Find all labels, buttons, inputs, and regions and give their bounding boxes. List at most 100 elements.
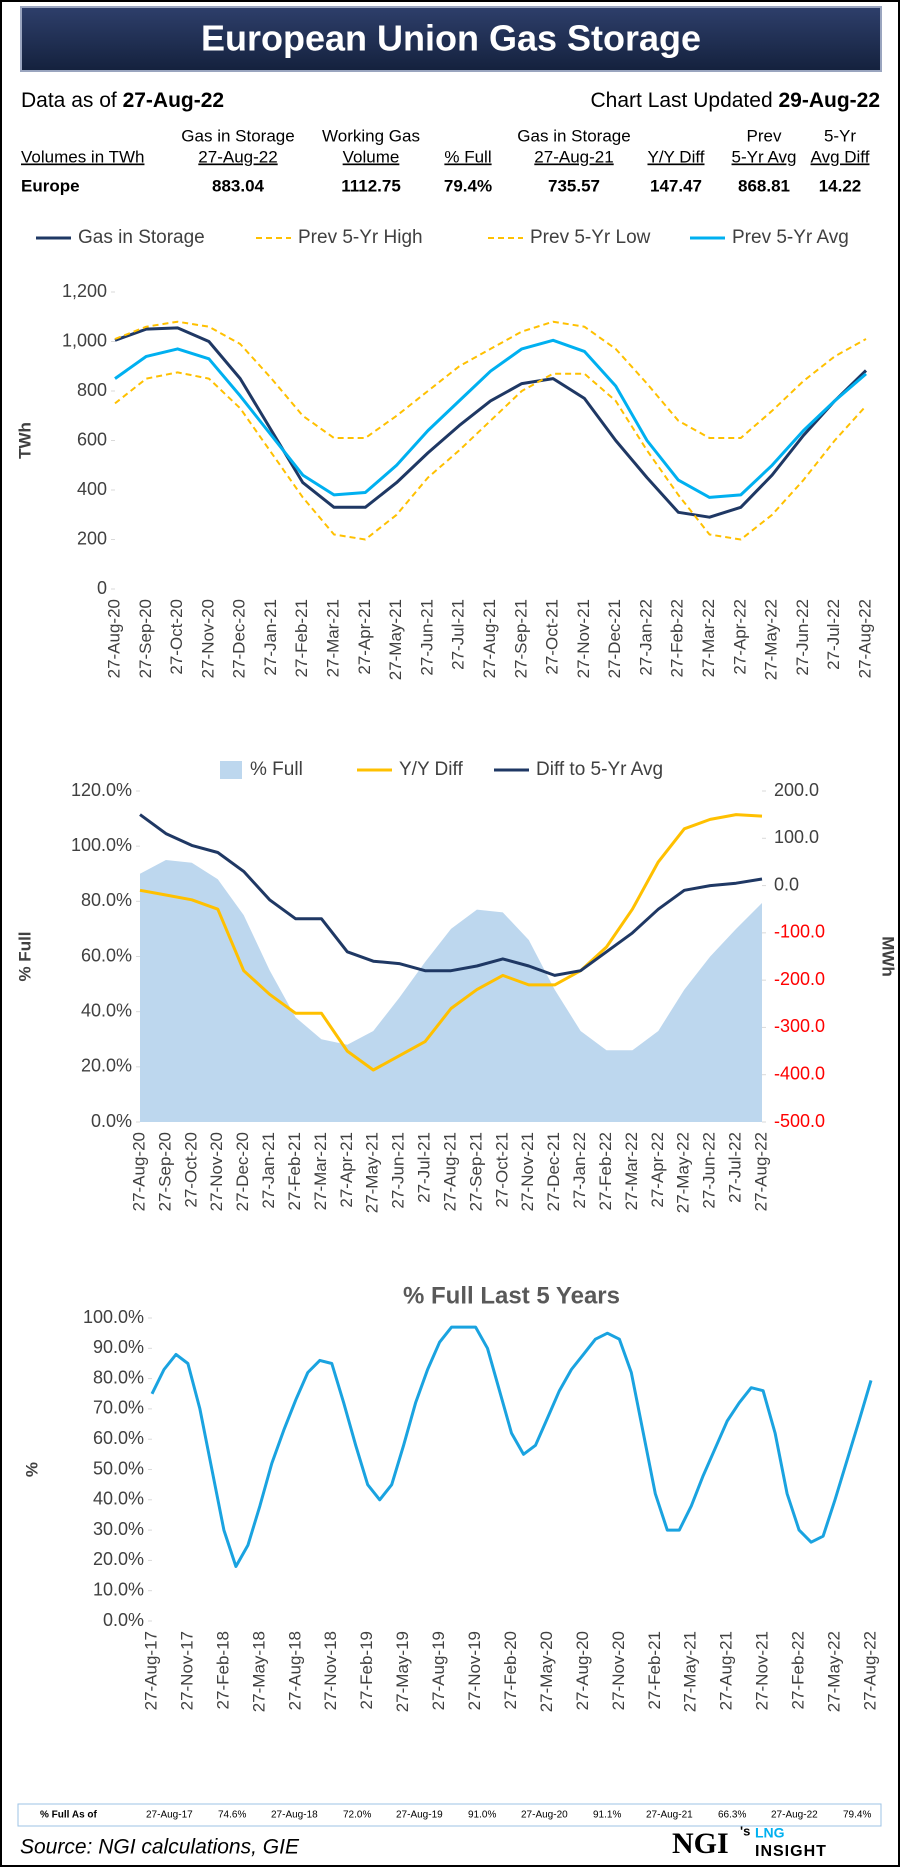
- series-line: [114, 320, 867, 439]
- x-tick-label: 27-Feb-20: [501, 1631, 520, 1709]
- series-line: [139, 813, 763, 977]
- table-cell: 868.81: [738, 176, 790, 195]
- chart-title: % Full Last 5 Years: [403, 1282, 620, 1309]
- x-tick-label: 27-Jul-22: [726, 1132, 745, 1203]
- y-tick-label: 0.0%: [103, 1610, 144, 1630]
- as-of-date: 27-Aug-22: [123, 89, 225, 112]
- y-tick-label: 40.0%: [93, 1489, 144, 1509]
- x-tick-label: 27-May-22: [674, 1132, 693, 1213]
- x-tick-label: 27-Feb-22: [596, 1132, 615, 1210]
- y-tick-label: 60.0%: [93, 1428, 144, 1448]
- footer-value: 91.0%: [468, 1810, 496, 1821]
- y-axis-label: %: [22, 1462, 41, 1477]
- table-header: Prev: [747, 126, 782, 145]
- legend-label: Prev 5-Yr Low: [530, 227, 651, 248]
- x-tick-label: 27-Oct-20: [181, 1132, 200, 1208]
- x-tick-label: 27-Apr-22: [648, 1132, 667, 1208]
- y-tick-label: 90.0%: [93, 1337, 144, 1357]
- as-of-line: Data as of 27-Aug-22: [21, 89, 224, 112]
- x-tick-label: 27-May-18: [249, 1631, 268, 1712]
- table-header: Y/Y Diff: [647, 147, 704, 166]
- x-tick-label: 27-Aug-20: [129, 1132, 148, 1211]
- x-tick-label: 27-Nov-19: [465, 1631, 484, 1710]
- y2-tick-label: -100.0: [774, 922, 825, 942]
- x-tick-label: 27-Nov-17: [177, 1631, 196, 1710]
- x-tick-label: 27-Aug-19: [429, 1631, 448, 1710]
- x-tick-label: 27-May-21: [681, 1631, 700, 1712]
- legend-label: Prev 5-Yr Avg: [732, 227, 849, 248]
- y-tick-label: 120.0%: [71, 780, 132, 800]
- table-cell: 147.47: [650, 176, 702, 195]
- x-tick-label: 27-Aug-18: [285, 1631, 304, 1710]
- x-tick-label: 27-May-20: [537, 1631, 556, 1712]
- footer-date: 27-Aug-17: [146, 1810, 193, 1821]
- page-title: European Union Gas Storage: [201, 18, 701, 59]
- table-cell: Europe: [21, 176, 80, 195]
- table-header: Working Gas: [322, 126, 420, 145]
- x-tick-label: 27-Sep-20: [136, 599, 155, 678]
- y-tick-label: 10.0%: [93, 1579, 144, 1599]
- legend-label: Diff to 5-Yr Avg: [536, 759, 663, 780]
- x-tick-label: 27-Jan-22: [570, 1132, 589, 1209]
- x-tick-label: 27-Nov-21: [574, 599, 593, 678]
- x-tick-label: 27-Aug-21: [440, 1132, 459, 1211]
- x-tick-label: 27-Nov-21: [753, 1631, 772, 1710]
- source: Source: NGI calculations, GIE: [20, 1836, 300, 1859]
- table-header: 27-Aug-22: [198, 147, 277, 166]
- series-line: [114, 326, 868, 519]
- x-tick-label: 27-Apr-21: [355, 599, 374, 675]
- y-tick-label: 100.0%: [83, 1307, 144, 1327]
- y2-tick-label: 100.0: [774, 827, 819, 847]
- x-tick-label: 27-Sep-21: [511, 599, 530, 678]
- x-tick-label: 27-Aug-21: [717, 1631, 736, 1710]
- x-tick-label: 27-Nov-18: [321, 1631, 340, 1710]
- x-tick-label: 27-Apr-21: [337, 1132, 356, 1208]
- y-axis-label: % Full: [15, 931, 34, 981]
- y-tick-label: 80.0%: [93, 1367, 144, 1387]
- y-tick-label: 0.0%: [91, 1111, 132, 1131]
- x-tick-label: 27-Feb-22: [789, 1631, 808, 1709]
- y2-tick-label: -500.0: [774, 1111, 825, 1131]
- y-tick-label: 400: [77, 479, 107, 499]
- y-tick-label: 70.0%: [93, 1398, 144, 1418]
- table-cell: 79.4%: [444, 176, 492, 195]
- logo-brand: NGI: [672, 1827, 729, 1860]
- x-tick-label: 27-Sep-20: [155, 1132, 174, 1211]
- legend-label: Prev 5-Yr High: [298, 227, 423, 248]
- y-tick-label: 40.0%: [81, 1000, 132, 1020]
- y-tick-label: 1,000: [62, 330, 107, 350]
- y-tick-label: 0: [97, 578, 107, 598]
- x-tick-label: 27-Mar-21: [311, 1132, 330, 1210]
- x-tick-label: 27-Nov-20: [207, 1132, 226, 1211]
- x-tick-label: 27-Feb-18: [213, 1631, 232, 1709]
- x-tick-label: 27-Dec-21: [605, 599, 624, 678]
- updated-label: Chart Last Updated: [591, 89, 773, 112]
- x-tick-label: 27-Aug-17: [141, 1631, 160, 1710]
- footer-label: % Full As of: [40, 1810, 98, 1821]
- y-tick-label: 20.0%: [81, 1056, 132, 1076]
- x-tick-label: 27-Jan-21: [259, 1132, 278, 1209]
- x-tick-label: 27-Jun-21: [417, 599, 436, 676]
- x-tick-label: 27-Jul-21: [449, 599, 468, 670]
- table-cell: 1112.75: [341, 176, 401, 195]
- y-tick-label: 50.0%: [93, 1458, 144, 1478]
- series-line: [114, 338, 867, 499]
- y2-tick-label: -300.0: [774, 1016, 825, 1036]
- x-tick-label: 27-Jun-22: [700, 1132, 719, 1209]
- x-tick-label: 27-May-22: [762, 599, 781, 680]
- table-header: Volume: [343, 147, 400, 166]
- logo-product: INSIGHT: [755, 1843, 827, 1860]
- table-header: Volumes in TWh: [21, 147, 144, 166]
- x-tick-label: 27-Aug-20: [573, 1631, 592, 1710]
- series-line: [114, 371, 867, 541]
- x-tick-label: 27-Mar-22: [699, 599, 718, 677]
- footer-value: 91.1%: [593, 1810, 621, 1821]
- header-banner: [20, 6, 882, 72]
- footer-row: % Full As of 27-Aug-17 74.6% 27-Aug-18 72.0%…: [40, 1810, 871, 1821]
- summary-table: Volumes in TWh Gas in Storage 27-Aug-22 Wor…: [21, 126, 870, 195]
- x-tick-label: 27-Oct-21: [492, 1132, 511, 1208]
- series-area: [140, 860, 762, 1122]
- x-tick-label: 27-Feb-21: [645, 1631, 664, 1709]
- x-tick-label: 27-Jul-21: [415, 1132, 434, 1203]
